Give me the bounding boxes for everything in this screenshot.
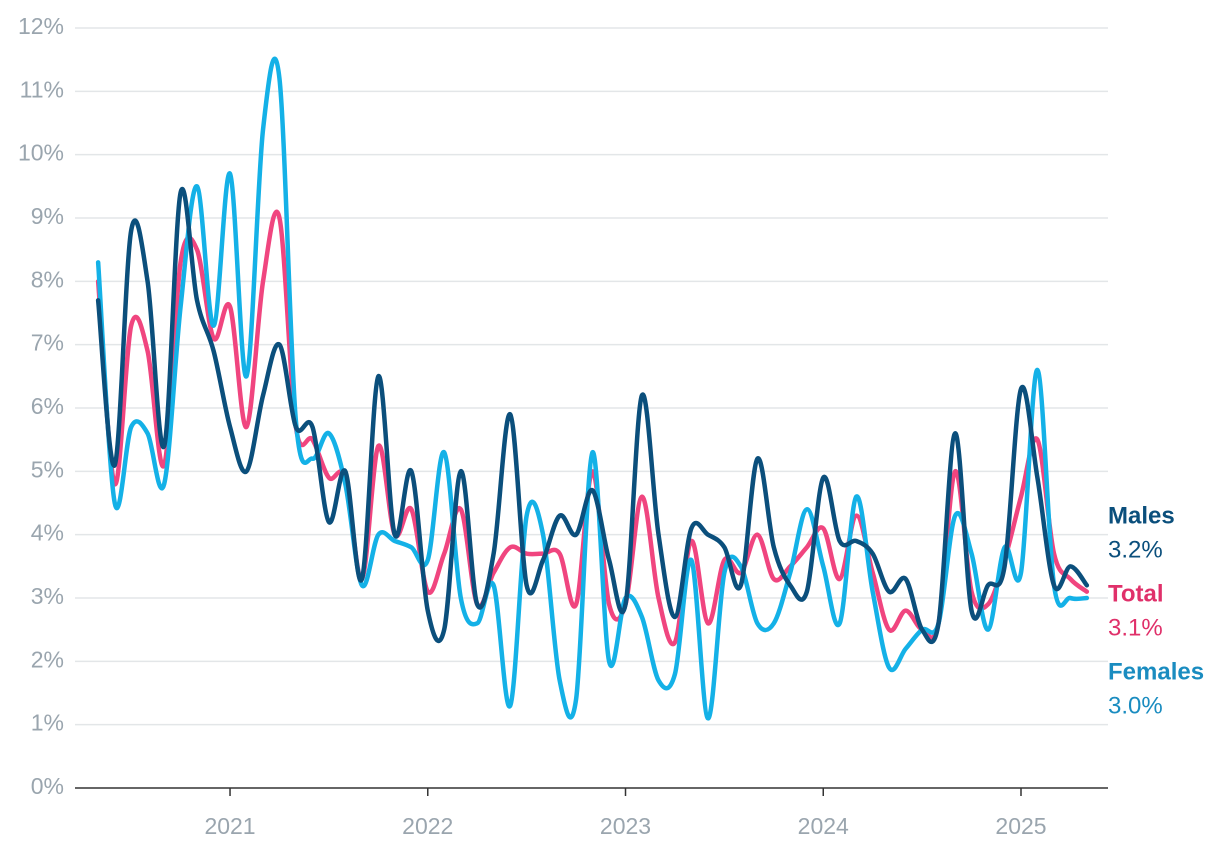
- y-tick-label: 5%: [31, 456, 64, 482]
- series-label: Total: [1108, 580, 1164, 607]
- y-tick-label: 3%: [31, 583, 64, 609]
- series-line: [95, 56, 1090, 721]
- x-tick-label: 2023: [600, 813, 651, 839]
- series-label: Males: [1108, 502, 1175, 529]
- series-line: [95, 209, 1090, 647]
- y-tick-label: 1%: [31, 710, 64, 736]
- x-tick-label: 2025: [995, 813, 1046, 839]
- end-value-label: 3.2%: [1108, 536, 1163, 563]
- y-tick-label: 8%: [31, 266, 64, 292]
- end-value-label: 3.0%: [1108, 692, 1163, 719]
- x-tick-label: 2024: [798, 813, 849, 839]
- y-tick-label: 2%: [31, 646, 64, 672]
- series-line: [95, 187, 1090, 644]
- x-tick-label: 2021: [204, 813, 255, 839]
- series-label: Females: [1108, 658, 1204, 685]
- y-tick-label: 0%: [31, 773, 64, 799]
- y-tick-label: 6%: [31, 393, 64, 419]
- y-tick-label: 4%: [31, 520, 64, 546]
- x-tick-label: 2022: [402, 813, 453, 839]
- y-tick-label: 10%: [18, 140, 64, 166]
- y-tick-label: 11%: [20, 76, 64, 102]
- y-tick-label: 12%: [18, 13, 64, 39]
- y-tick-label: 7%: [31, 330, 64, 356]
- y-tick-label: 9%: [31, 203, 64, 229]
- end-value-label: 3.1%: [1108, 614, 1163, 641]
